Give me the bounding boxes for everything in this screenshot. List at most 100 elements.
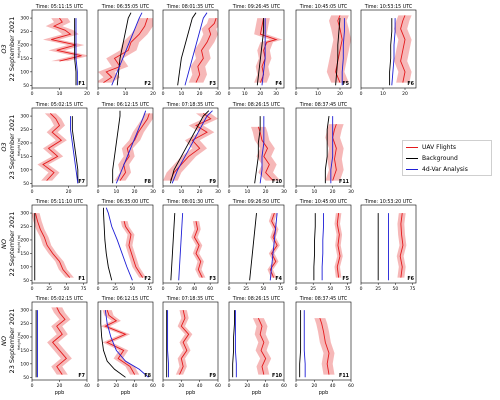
panel-time-title: Time: 07:18:35 UTC bbox=[166, 296, 215, 302]
x-tick-label: 40 bbox=[197, 383, 203, 389]
y-tick-label: 50 bbox=[23, 83, 29, 89]
x-tick-label: 20 bbox=[178, 383, 184, 389]
y-axis-label: Height (m) bbox=[17, 39, 21, 58]
panel-tag: F4 bbox=[275, 81, 282, 87]
series-line-uav-flights bbox=[257, 126, 274, 181]
panel-time-title: Time: 10:45:00 UTC bbox=[299, 199, 348, 205]
x-tick-label: 10 bbox=[113, 189, 119, 195]
series-line-4d-var-analysis bbox=[111, 12, 143, 86]
x-axis-label: ppb bbox=[186, 390, 196, 396]
panel-frame bbox=[162, 9, 219, 89]
panel-time-title: Time: 05:11:15 UTC bbox=[35, 4, 84, 10]
series-band-uav-flights bbox=[314, 318, 335, 375]
series-line-uav-flights bbox=[51, 307, 68, 375]
panel-plot-area bbox=[166, 309, 193, 378]
x-tick-label: 30 bbox=[273, 91, 279, 97]
series-line-4d-var-analysis bbox=[259, 116, 265, 184]
y-tick-label: 300 bbox=[20, 16, 29, 22]
panel-plot-area bbox=[389, 15, 412, 86]
x-tick-label: 10 bbox=[244, 189, 250, 195]
legend-swatch-background bbox=[406, 158, 418, 160]
x-tick-label: 10 bbox=[242, 91, 248, 97]
series-line-uav-flights bbox=[104, 309, 136, 375]
x-tick-label: 30 bbox=[215, 189, 221, 195]
series-band-uav-flights bbox=[43, 18, 87, 62]
panel-frame bbox=[97, 107, 154, 187]
x-tick-label: 20 bbox=[402, 91, 408, 97]
panel-tag: F7 bbox=[78, 373, 85, 379]
row-species: O3 bbox=[0, 142, 8, 151]
series-line-background bbox=[112, 110, 121, 184]
legend-label-analysis: 4d-Var Analysis bbox=[422, 166, 468, 173]
panel-tag: F9 bbox=[209, 179, 216, 185]
panel-f4-row2 bbox=[228, 204, 285, 285]
series-band-uav-flights bbox=[37, 113, 67, 181]
x-axis-label: ppb bbox=[252, 390, 262, 396]
series-line-uav-flights bbox=[257, 317, 267, 375]
panel-time-title: Time: 08:01:35 UTC bbox=[166, 4, 215, 10]
x-tick-label: 60 bbox=[215, 383, 221, 389]
series-line-uav-flights bbox=[35, 212, 71, 278]
y-tick-label: 250 bbox=[20, 29, 29, 35]
x-tick-label: 0 bbox=[31, 286, 34, 292]
panel-tag: F5 bbox=[342, 276, 349, 282]
x-tick-label: 20 bbox=[84, 91, 90, 97]
panel-f5-row2 bbox=[295, 204, 352, 285]
series-line-background bbox=[254, 116, 261, 184]
panel-tag: F6 bbox=[407, 81, 414, 87]
series-band-uav-flights bbox=[334, 213, 343, 278]
x-tick-label: 60 bbox=[150, 383, 156, 389]
series-band-uav-flights bbox=[267, 213, 280, 278]
y-axis-label: Height (m) bbox=[17, 137, 21, 156]
y-tick-label: 300 bbox=[20, 308, 29, 314]
y-tick-label: 150 bbox=[20, 348, 29, 354]
legend-swatch-analysis bbox=[406, 169, 418, 171]
series-line-background bbox=[169, 110, 210, 184]
x-tick-label: 0 bbox=[31, 189, 34, 195]
panel-tag: F10 bbox=[272, 373, 283, 379]
y-tick-label: 150 bbox=[20, 154, 29, 160]
x-tick-label: 0 bbox=[97, 189, 100, 195]
panel-tag: F2 bbox=[144, 276, 151, 282]
panel-time-title: Time: 06:12:15 UTC bbox=[101, 102, 150, 108]
x-tick-label: 40 bbox=[84, 383, 90, 389]
panel-plot-area bbox=[232, 310, 272, 378]
panel-plot-area bbox=[35, 307, 72, 378]
x-tick-label: 0 bbox=[228, 383, 231, 389]
series-line-background bbox=[170, 213, 176, 281]
series-line-uav-flights bbox=[400, 15, 406, 83]
x-tick-label: 40 bbox=[330, 383, 336, 389]
series-line-uav-flights bbox=[42, 113, 63, 181]
x-tick-label: 75 bbox=[147, 286, 153, 292]
x-tick-label: 0 bbox=[97, 286, 100, 292]
series-line-4d-var-analysis bbox=[178, 213, 184, 281]
y-tick-label: 300 bbox=[20, 114, 29, 120]
x-tick-label: 10 bbox=[380, 91, 386, 97]
panel-frame bbox=[295, 204, 352, 284]
panel-tag: F4 bbox=[275, 276, 282, 282]
y-axis-label: Height (m) bbox=[17, 331, 21, 350]
y-tick-label: 250 bbox=[20, 224, 29, 230]
x-tick-label: 0 bbox=[360, 286, 363, 292]
legend: UAV Flights Background 4d-Var Analysis bbox=[402, 140, 492, 176]
series-line-4d-var-analysis bbox=[115, 110, 147, 184]
series-line-uav-flights bbox=[332, 123, 337, 181]
series-band-uav-flights bbox=[175, 310, 193, 375]
y-axis-label: Height (m) bbox=[17, 234, 21, 253]
panel-frame bbox=[31, 204, 88, 284]
panel-time-title: Time: 08:26:15 UTC bbox=[232, 296, 281, 302]
x-tick-label: 20 bbox=[113, 383, 119, 389]
panel-tag: F3 bbox=[209, 81, 216, 87]
x-tick-label: 25 bbox=[375, 286, 381, 292]
panel-f6-row0 bbox=[360, 9, 417, 90]
x-tick-label: 0 bbox=[162, 91, 165, 97]
panel-tag: F1 bbox=[78, 276, 85, 282]
x-tick-label: 20 bbox=[263, 189, 269, 195]
x-tick-label: 30 bbox=[348, 189, 354, 195]
row-label-2: NO 22 September 2021 Height (m) bbox=[0, 212, 21, 277]
x-tick-label: 0 bbox=[228, 286, 231, 292]
series-line-uav-flights bbox=[179, 309, 190, 375]
x-axis-label: ppb bbox=[121, 390, 131, 396]
panel-plot-area bbox=[249, 212, 280, 281]
panel-frame bbox=[162, 107, 219, 187]
